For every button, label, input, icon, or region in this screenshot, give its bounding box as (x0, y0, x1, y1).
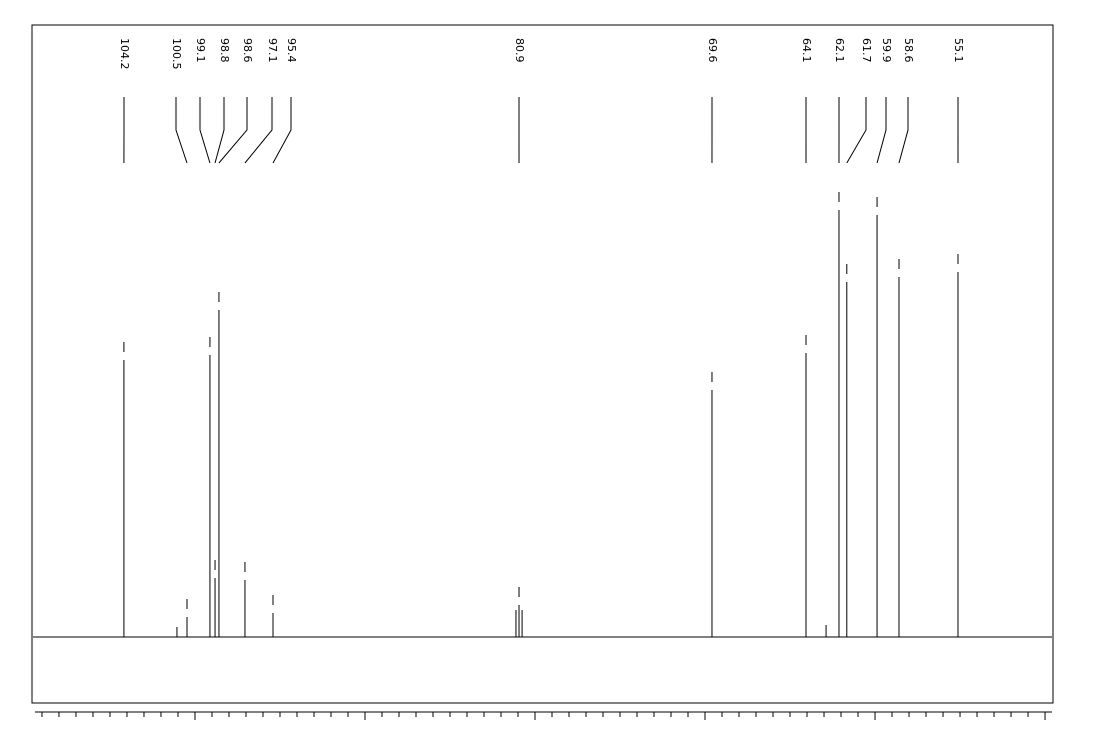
peak-label: 104.2 (118, 38, 131, 70)
plot-frame (31, 24, 1054, 704)
leader-line (272, 97, 292, 164)
peak-label: 80.9 (513, 38, 526, 63)
peak-label: 98.6 (241, 38, 254, 63)
leader-line (244, 97, 273, 164)
leader-line (846, 97, 867, 164)
peak-label: 69.6 (706, 38, 719, 63)
leader-line (175, 97, 188, 164)
peak-label: 97.1 (266, 38, 279, 63)
peak-label: 99.1 (194, 38, 207, 63)
leader-line (218, 97, 248, 164)
peak-label: 62.1 (833, 38, 846, 63)
peak-label: 58.6 (902, 38, 915, 63)
peak-label: 59.9 (880, 38, 893, 63)
peak-label: 61.7 (860, 38, 873, 63)
leader-line (199, 97, 211, 164)
peak-label: 98.8 (218, 38, 231, 63)
leader-line (214, 97, 225, 164)
peak-label: 100.5 (170, 38, 183, 70)
peak-label: 64.1 (800, 38, 813, 63)
peak-label: 95.4 (285, 38, 298, 63)
leader-line (876, 97, 887, 164)
leader-line (898, 97, 909, 164)
peak-label: 55.1 (952, 38, 965, 63)
